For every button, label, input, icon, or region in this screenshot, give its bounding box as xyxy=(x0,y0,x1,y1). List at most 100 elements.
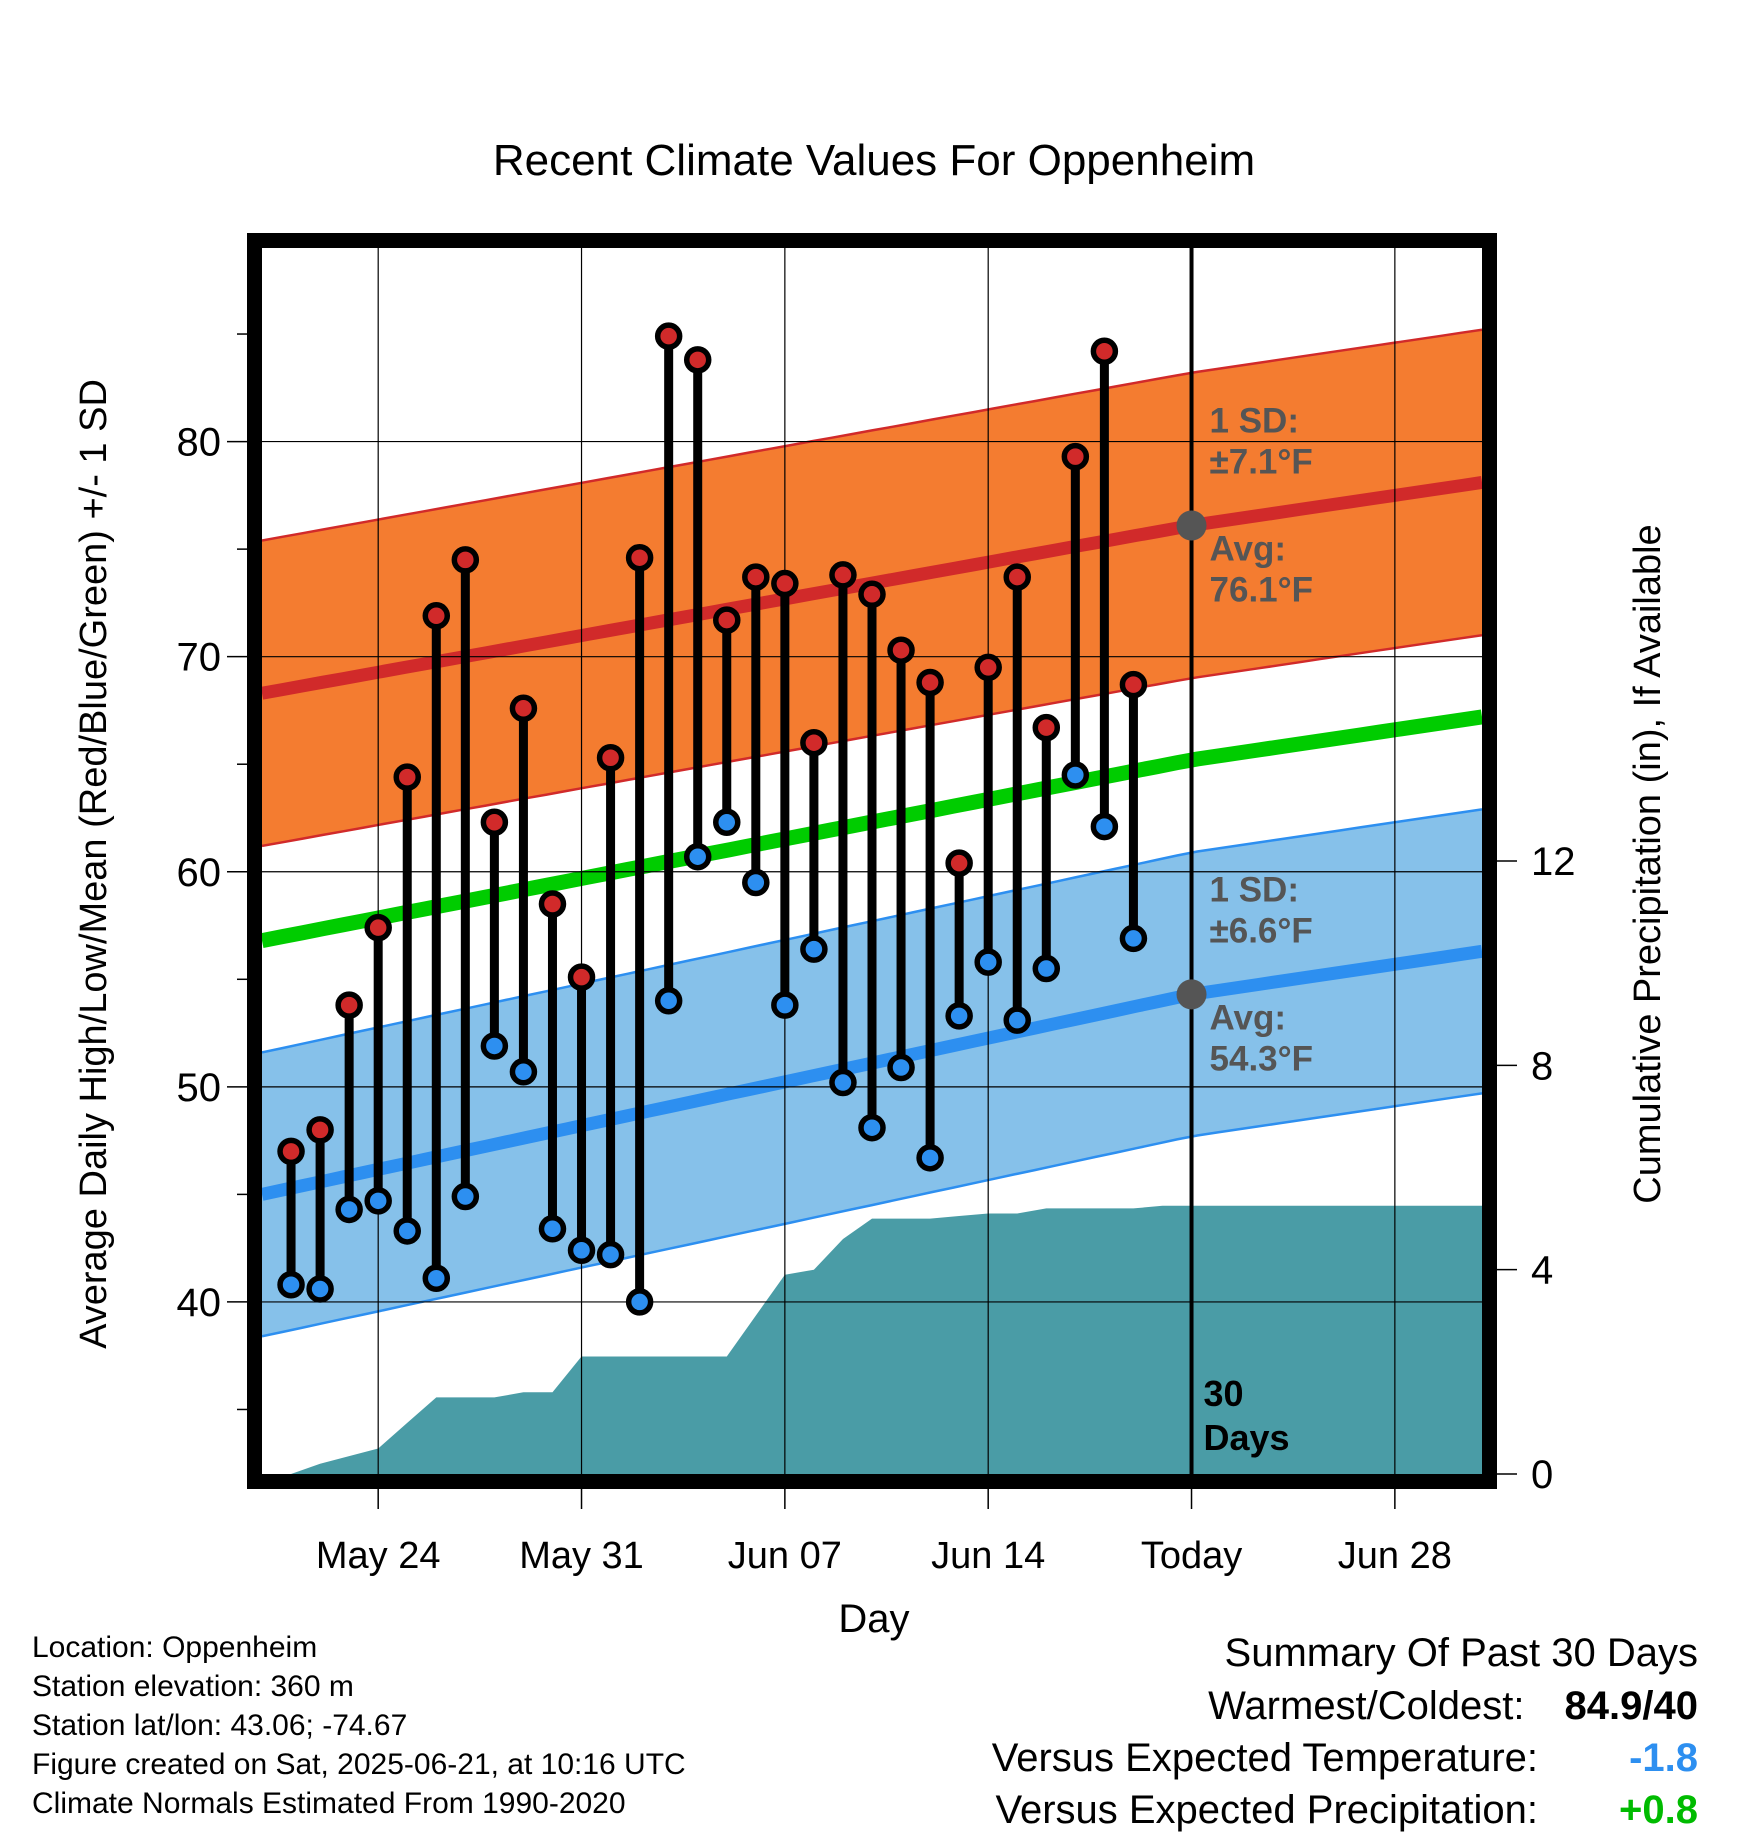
y2-tick-label: 0 xyxy=(1531,1453,1553,1497)
daily-high-point xyxy=(771,569,799,598)
daily-high-point xyxy=(306,1116,334,1144)
daily-low-point xyxy=(1119,924,1148,953)
high-avg-value: 76.1°F xyxy=(1210,570,1314,609)
daily-high-point xyxy=(1119,670,1148,699)
daily-high-point xyxy=(683,346,712,374)
x-tick-label: Today xyxy=(1141,1535,1242,1577)
daily-high-point xyxy=(858,580,886,609)
daily-low-point xyxy=(887,1053,915,1082)
daily-low-point xyxy=(422,1264,451,1293)
summary-title: Summary Of Past 30 Days xyxy=(1224,1631,1698,1675)
high-band-upper-edge xyxy=(262,328,1482,542)
daily-high-point xyxy=(480,808,509,837)
daily-low-point xyxy=(364,1187,392,1215)
vs-precip-value: +0.8 xyxy=(1619,1788,1698,1832)
y-tick-label: 80 xyxy=(177,421,222,465)
daily-low-point xyxy=(538,1215,567,1243)
x-axis-label: Day xyxy=(838,1597,909,1641)
daily-high-point xyxy=(742,563,770,591)
daily-low-point xyxy=(596,1240,625,1269)
daily-low-point xyxy=(451,1182,480,1211)
daily-high-point xyxy=(393,763,421,791)
daily-low-point xyxy=(1090,812,1119,841)
daily-high-point xyxy=(567,963,596,991)
daily-low-point xyxy=(1003,1006,1031,1034)
daily-low-point xyxy=(800,935,828,963)
daily-low-point xyxy=(683,842,712,871)
summary-temp-row: Versus Expected Temperature: -1.8 xyxy=(798,1732,1698,1784)
y-tick-label: 60 xyxy=(177,851,222,895)
today-avg-low-marker xyxy=(1176,979,1207,1010)
summary-panel: Summary Of Past 30 Days Warmest/Coldest:… xyxy=(798,1628,1698,1836)
daily-high-point xyxy=(916,668,944,697)
daily-high-point xyxy=(596,744,625,772)
daily-high-point xyxy=(538,890,567,918)
summary-warmest-row: Warmest/Coldest: 84.9/40 xyxy=(798,1680,1698,1732)
low-sd-label: 1 SD: xyxy=(1210,870,1299,909)
low-sd-value: ±6.6°F xyxy=(1210,911,1313,950)
summary-precip-row: Versus Expected Precipitation: +0.8 xyxy=(798,1784,1698,1836)
daily-high-point xyxy=(713,606,741,634)
daily-low-point xyxy=(335,1195,363,1224)
daily-high-point xyxy=(800,728,828,757)
daily-low-point xyxy=(916,1144,944,1172)
daily-low-point xyxy=(393,1217,421,1245)
days-label-text: Days xyxy=(1204,1417,1290,1458)
normals-text: Climate Normals Estimated From 1990-2020 xyxy=(32,1787,626,1820)
high-sd-value: ±7.1°F xyxy=(1210,442,1313,481)
x-tick-label: Jun 14 xyxy=(931,1535,1045,1577)
daily-high-point xyxy=(335,991,363,1019)
y-tick-label: 70 xyxy=(177,636,222,680)
low-band-lower-edge xyxy=(262,1092,1482,1338)
daily-low-point xyxy=(713,808,741,837)
daily-high-point xyxy=(945,849,973,877)
location-text: Location: Oppenheim xyxy=(32,1631,318,1664)
today-avg-high-marker xyxy=(1176,510,1207,541)
daily-high-point xyxy=(654,322,683,350)
x-tick-label: May 31 xyxy=(519,1535,644,1577)
daily-low-point xyxy=(567,1236,596,1265)
latlon-text: Station lat/lon: 43.06; -74.67 xyxy=(32,1709,408,1742)
vs-precip-label: Versus Expected Precipitation: xyxy=(995,1788,1538,1832)
daily-low-point xyxy=(858,1113,886,1142)
y-tick-label: 50 xyxy=(177,1066,222,1110)
y-axis-label: Average Daily High/Low/Mean (Red/Blue/Gr… xyxy=(73,379,115,1349)
daily-high-point xyxy=(887,636,915,664)
daily-low-point xyxy=(771,991,799,1019)
days-label-number: 30 xyxy=(1204,1373,1244,1414)
warmest-coldest-label: Warmest/Coldest: xyxy=(1208,1684,1525,1728)
daily-high-point xyxy=(1032,713,1061,742)
plot-frame xyxy=(247,233,1497,1489)
daily-high-point xyxy=(829,561,857,589)
daily-high-point xyxy=(1090,337,1119,365)
y2-tick-label: 8 xyxy=(1531,1044,1553,1088)
daily-high-point xyxy=(1061,442,1090,471)
vs-temp-value: -1.8 xyxy=(1629,1736,1698,1780)
daily-low-point xyxy=(945,1002,973,1030)
station-info: Location: Oppenheim Station elevation: 3… xyxy=(32,1628,686,1823)
daily-low-point xyxy=(974,948,1002,976)
y2-tick-label: 12 xyxy=(1531,840,1576,884)
y-tick-label: 40 xyxy=(177,1281,222,1325)
daily-high-point xyxy=(1003,563,1031,591)
warmest-coldest-value: 84.9/40 xyxy=(1564,1684,1698,1728)
daily-low-point xyxy=(829,1068,857,1097)
x-tick-label: May 24 xyxy=(316,1535,441,1577)
chart-title: Recent Climate Values For Oppenheim xyxy=(493,136,1255,185)
daily-low-point xyxy=(654,987,683,1015)
daily-low-point xyxy=(306,1275,334,1303)
high-avg-label: Avg: xyxy=(1210,529,1286,568)
daily-low-point xyxy=(480,1032,509,1060)
plot-contents xyxy=(262,248,1482,1474)
daily-high-point xyxy=(364,913,392,942)
daily-low-point xyxy=(742,868,770,897)
x-tick-label: Jun 28 xyxy=(1338,1535,1452,1577)
created-text: Figure created on Sat, 2025-06-21, at 10… xyxy=(32,1748,686,1781)
daily-high-point xyxy=(974,653,1002,682)
daily-low-point xyxy=(509,1058,538,1086)
low-avg-value: 54.3°F xyxy=(1210,1039,1314,1078)
daily-low-point xyxy=(1032,954,1061,983)
y2-tick-label: 4 xyxy=(1531,1249,1553,1293)
daily-low-point xyxy=(625,1288,654,1316)
